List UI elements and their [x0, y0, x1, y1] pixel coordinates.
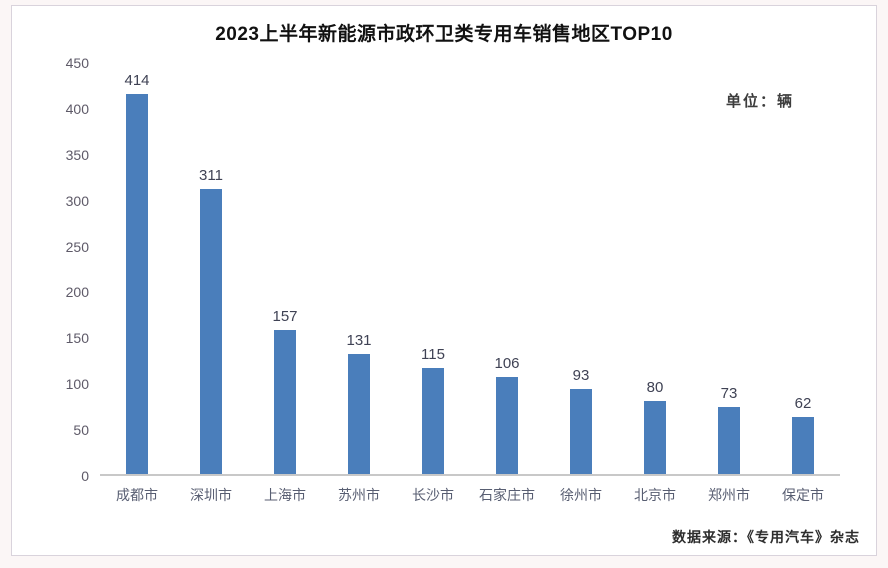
x-axis-category-label: 徐州市	[560, 487, 602, 503]
y-axis: 450 400 350 300 250 200 150 100 50 0	[37, 55, 89, 484]
y-axis-tick-label: 250	[65, 238, 89, 255]
y-axis-tick-label: 300	[65, 192, 89, 209]
unit-label: 单位：辆	[725, 93, 794, 110]
plot-area: 414 成都市 311 深圳市 157 上海市 131 苏州市 115 长沙市 106 石家庄市 93 徐…	[100, 63, 840, 503]
chart-title: 2023上半年新能源市政环卫类专用车销售地区TOP10	[215, 24, 673, 45]
bar-slot: 131 苏州市	[322, 63, 396, 503]
x-axis-category-label: 苏州市	[338, 487, 380, 503]
data-source-label: 数据来源：《专用汽车》杂志	[672, 529, 860, 545]
x-axis-category-label: 上海市	[264, 487, 306, 503]
y-axis-tick-label: 0	[81, 468, 89, 484]
bar	[644, 400, 666, 474]
bar-value-label: 73	[720, 385, 738, 403]
y-axis-tick-label: 400	[65, 100, 89, 117]
bar-value-label: 414	[124, 72, 150, 90]
bar-slot: 414 成都市	[100, 63, 174, 503]
bar-value-label: 93	[572, 366, 590, 384]
bar-value-label: 157	[272, 307, 298, 325]
bar-slot: 311 深圳市	[174, 63, 248, 503]
y-axis-tick-label: 350	[65, 146, 89, 163]
y-axis-tick-label: 50	[73, 422, 89, 439]
bar-value-label: 106	[494, 354, 520, 372]
bar-value-label: 62	[794, 395, 812, 413]
bar-slot: 115 长沙市	[396, 63, 470, 503]
x-axis-category-label: 北京市	[634, 487, 676, 503]
x-axis-category-label: 成都市	[116, 487, 158, 503]
y-axis-tick-label: 200	[65, 284, 89, 301]
bar	[570, 388, 592, 474]
bar-value-label: 311	[199, 166, 223, 184]
bar	[274, 329, 296, 474]
bar	[348, 353, 370, 474]
bar-value-label: 115	[421, 346, 445, 364]
bar	[496, 376, 518, 474]
bar-slot: 106 石家庄市	[470, 63, 544, 503]
bar	[792, 417, 814, 474]
bar-slot: 73 郑州市	[692, 63, 766, 503]
bar-slot: 93 徐州市	[544, 63, 618, 503]
bar-slot: 62 保定市	[766, 63, 840, 503]
bar	[422, 368, 444, 474]
x-axis-category-label: 石家庄市	[479, 487, 535, 503]
x-axis-category-label: 郑州市	[708, 487, 750, 503]
chart-card: 2023上半年新能源市政环卫类专用车销售地区TOP10 单位：辆 450 400 3…	[11, 5, 877, 556]
y-axis-tick-label: 150	[65, 330, 89, 347]
bar	[718, 407, 740, 474]
bar-value-label: 131	[346, 331, 372, 349]
bar-slot: 80 北京市	[618, 63, 692, 503]
bar-slot: 157 上海市	[248, 63, 322, 503]
bar	[126, 94, 148, 474]
x-axis-category-label: 长沙市	[412, 487, 454, 503]
y-axis-tick-label: 100	[65, 376, 89, 393]
x-axis-category-label: 深圳市	[190, 487, 232, 503]
bar	[200, 188, 222, 474]
bar-value-label: 80	[646, 378, 664, 396]
y-axis-tick-label: 450	[65, 55, 89, 71]
x-axis-category-label: 保定市	[782, 487, 824, 503]
